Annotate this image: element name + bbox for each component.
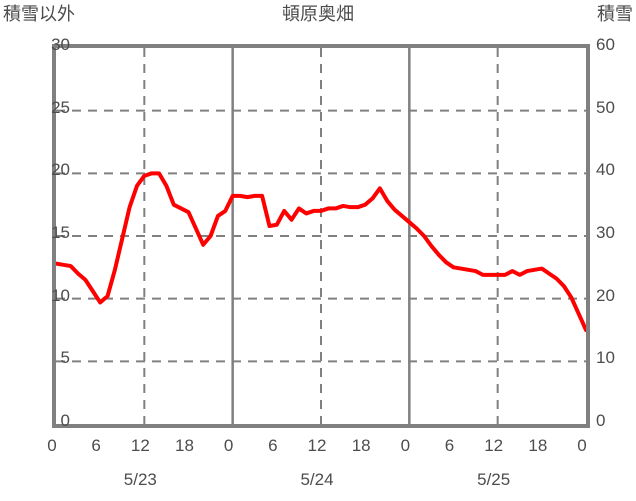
x-axis-tick-label: 18 [528, 436, 548, 455]
right-axis-label: 積雪 [597, 4, 633, 24]
x-axis-tick-label: 6 [444, 436, 455, 455]
y-axis-right-tick-label: 0 [596, 411, 606, 430]
data-series-group [56, 171, 586, 332]
x-axis-tick-label: 0 [223, 436, 234, 455]
x-axis-tick-label: 6 [268, 436, 278, 455]
data-line-0 [56, 171, 586, 332]
y-axis-left-tick-label: 25 [51, 97, 70, 117]
x-axis-day-label: 5/23 [123, 470, 157, 489]
y-axis-right-tick-label: 10 [596, 348, 615, 368]
y-axis-left-tick-label: 10 [51, 285, 70, 305]
x-axis-tick-label: 0 [577, 436, 587, 455]
x-axis-tick-label: 12 [130, 436, 150, 455]
left-axis-label: 積雪以外 [3, 4, 75, 24]
x-axis-tick-label: 12 [484, 436, 504, 455]
y-axis-left-tick-label: 0 [60, 411, 70, 430]
gridlines [56, 48, 586, 424]
y-axis-right-tick-label: 20 [596, 285, 615, 305]
day-separator-lines [231, 48, 411, 424]
x-axis-tick-label: 18 [351, 436, 371, 455]
y-axis-left-tick-label: 30 [51, 35, 70, 54]
x-axis-tick-label: 6 [91, 436, 101, 455]
x-axis-day-label: 5/25 [477, 470, 511, 489]
y-axis-left-tick-label: 5 [60, 348, 70, 368]
y-axis-left-tick-label: 15 [51, 223, 70, 242]
plot-area [52, 44, 590, 428]
chart-title: 頓原奥畑 [282, 4, 354, 24]
x-axis-tick-label: 18 [175, 436, 194, 455]
chart-svg [56, 48, 586, 424]
x-axis-tick-label: 0 [47, 436, 57, 455]
y-axis-right-tick-label: 40 [596, 160, 615, 180]
plot-inner [56, 48, 586, 424]
x-axis-tick-label: 12 [307, 436, 327, 455]
y-axis-left-tick-label: 20 [51, 160, 70, 180]
y-axis-right-tick-label: 60 [596, 35, 615, 54]
y-axis-right-tick-label: 50 [596, 97, 615, 117]
x-axis-day-label: 5/24 [300, 470, 334, 489]
x-axis-tick-label: 0 [400, 436, 411, 455]
y-axis-right-tick-label: 30 [596, 223, 615, 242]
